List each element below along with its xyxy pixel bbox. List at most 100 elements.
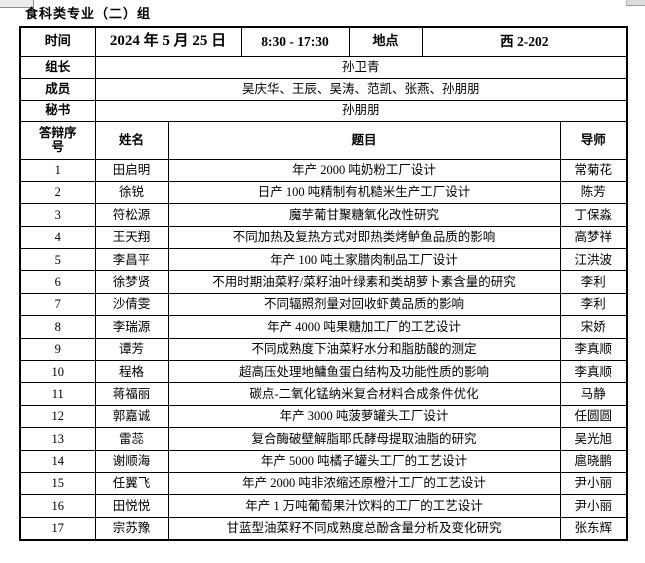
secretary-label: 秘书: [19, 99, 96, 122]
table-row: 6 徐梦贤 不用时期油菜籽/菜籽油叶绿素和类胡萝卜素含量的研究 李利: [19, 270, 628, 294]
serial-cell: 4: [19, 225, 96, 250]
advisor-cell: 陈芳: [559, 180, 628, 205]
serial-cell: 6: [19, 270, 96, 294]
topic-cell: 碳点-二氧化锰纳米复合材料合成条件优化: [167, 382, 561, 406]
topic-cell: 复合酶破壁解脂耶氏酵母提取油脂的研究: [167, 427, 561, 451]
advisor-cell: 李利: [559, 292, 628, 317]
table-row: 7 沙倩雯 不同辐照剂量对回收虾黄品质的影响 李利: [19, 292, 628, 317]
topic-cell: 年产 100 吨土家腊肉制品工厂设计: [167, 248, 561, 272]
student-name-cell: 宗苏豫: [94, 516, 169, 541]
table-row: 11 蒋福丽 碳点-二氧化锰纳米复合材料合成条件优化 马静: [19, 382, 628, 406]
student-name-cell: 王天翔: [94, 225, 169, 250]
student-name-cell: 蒋福丽: [94, 382, 169, 406]
serial-cell: 14: [19, 449, 96, 473]
serial-header-line2: 号: [51, 140, 64, 154]
student-name-cell: 徐锐: [94, 180, 169, 205]
advisor-cell: 丁保淼: [559, 203, 628, 227]
table-row: 15 任翼飞 年产 2000 吨非浓缩还原橙汁工厂的工艺设计 尹小丽: [19, 471, 628, 496]
table-row: 9 谭芳 不同成熟度下油菜籽水分和脂肪酸的测定 李真顺: [19, 337, 628, 362]
student-name-cell: 郭嘉诚: [94, 404, 169, 429]
topic-cell: 年产 4000 吨果糖加工厂的工艺设计: [167, 315, 561, 339]
serial-cell: 11: [19, 382, 96, 406]
serial-header: 答辩序 号: [19, 120, 96, 160]
advisor-cell: 李利: [559, 270, 628, 294]
time-place-row: 时间 2024 年 5 月 25 日 8:30 - 17:30 地点 西 2-2…: [19, 26, 628, 57]
serial-cell: 8: [19, 315, 96, 339]
serial-cell: 3: [19, 203, 96, 227]
topic-cell: 日产 100 吨精制有机糙米生产工厂设计: [167, 180, 561, 205]
advisor-cell: 尹小丽: [559, 494, 628, 518]
student-name-cell: 程格: [94, 360, 169, 384]
topic-cell: 甘蓝型油菜籽不同成熟度总酚含量分析及变化研究: [167, 516, 561, 541]
defense-schedule-table: 时间 2024 年 5 月 25 日 8:30 - 17:30 地点 西 2-2…: [19, 26, 629, 541]
time-range-value: 8:30 - 17:30: [240, 26, 350, 57]
advisor-cell: 吴光旭: [559, 427, 628, 451]
advisor-cell: 马静: [559, 382, 628, 406]
table-row: 12 郭嘉诚 年产 3000 吨菠萝罐头工厂设计 任圆圆: [19, 404, 628, 429]
topic-cell: 不用时期油菜籽/菜籽油叶绿素和类胡萝卜素含量的研究: [167, 270, 561, 294]
serial-cell: 13: [19, 427, 96, 451]
student-name-cell: 李昌平: [94, 248, 169, 272]
serial-cell: 7: [19, 292, 96, 317]
topic-cell: 年产 2000 吨非浓缩还原橙汁工厂的工艺设计: [167, 471, 561, 496]
student-name-cell: 李瑞源: [94, 315, 169, 339]
advisor-cell: 张东辉: [559, 516, 628, 541]
topic-cell: 魔芋葡甘聚糖氧化改性研究: [167, 203, 561, 227]
student-name-cell: 谭芳: [94, 337, 169, 362]
serial-cell: 2: [19, 180, 96, 205]
secretary-row: 秘书 孙朋朋: [19, 99, 628, 122]
advisor-cell: 宋娇: [559, 315, 628, 339]
topic-cell: 年产 1 万吨葡萄果汁饮料的工厂的工艺设计: [167, 494, 561, 518]
topic-cell: 超高压处理地鳙鱼蛋白结构及功能性质的影响: [167, 360, 561, 384]
topic-cell: 年产 2000 吨奶粉工厂设计: [167, 158, 561, 182]
serial-cell: 5: [19, 248, 96, 272]
leader-row: 组长 孙卫青: [19, 55, 628, 79]
serial-cell: 16: [19, 494, 96, 518]
student-name-cell: 符松源: [94, 203, 169, 227]
serial-cell: 17: [19, 516, 96, 541]
student-name-cell: 田启明: [94, 158, 169, 182]
name-header: 姓名: [94, 120, 169, 160]
serial-cell: 12: [19, 404, 96, 429]
window-edge-artifact-right: [626, 0, 645, 6]
topic-header: 题目: [167, 120, 561, 160]
advisor-header: 导师: [559, 120, 628, 160]
date-value: 2024 年 5 月 25 日: [94, 26, 242, 57]
secretary-value: 孙朋朋: [94, 99, 628, 122]
serial-cell: 10: [19, 360, 96, 384]
table-row: 3 符松源 魔芋葡甘聚糖氧化改性研究 丁保淼: [19, 203, 628, 227]
serial-cell: 9: [19, 337, 96, 362]
page-title: 食科类专业（二）组: [25, 6, 152, 21]
student-name-cell: 田悦悦: [94, 494, 169, 518]
table-row: 8 李瑞源 年产 4000 吨果糖加工厂的工艺设计 宋娇: [19, 315, 628, 339]
student-name-cell: 雷蕊: [94, 427, 169, 451]
table-row: 2 徐锐 日产 100 吨精制有机糙米生产工厂设计 陈芳: [19, 180, 628, 205]
topic-cell: 年产 5000 吨橘子罐头工厂的工艺设计: [167, 449, 561, 473]
defense-rows: 1 田启明 年产 2000 吨奶粉工厂设计 常菊花 2 徐锐 日产 100 吨精…: [19, 158, 628, 541]
time-label: 时间: [19, 26, 96, 57]
student-name-cell: 任翼飞: [94, 471, 169, 496]
advisor-cell: 高梦祥: [559, 225, 628, 250]
members-label: 成员: [19, 77, 96, 101]
place-value: 西 2-202: [421, 26, 628, 57]
student-name-cell: 沙倩雯: [94, 292, 169, 317]
topic-cell: 不同成熟度下油菜籽水分和脂肪酸的测定: [167, 337, 561, 362]
leader-value: 孙卫青: [94, 55, 628, 79]
members-row: 成员 吴庆华、王辰、吴涛、范凯、张燕、孙朋朋: [19, 77, 628, 101]
serial-header-line1: 答辩序: [38, 125, 77, 140]
table-row: 1 田启明 年产 2000 吨奶粉工厂设计 常菊花: [19, 158, 628, 182]
place-label: 地点: [348, 26, 423, 57]
table-row: 14 谢顺海 年产 5000 吨橘子罐头工厂的工艺设计 扈晓鹏: [19, 449, 628, 473]
table-row: 17 宗苏豫 甘蓝型油菜籽不同成熟度总酚含量分析及变化研究 张东辉: [19, 516, 628, 541]
serial-cell: 1: [19, 158, 96, 182]
table-row: 16 田悦悦 年产 1 万吨葡萄果汁饮料的工厂的工艺设计 尹小丽: [19, 494, 628, 518]
student-name-cell: 谢顺海: [94, 449, 169, 473]
window-edge-artifact-left: [0, 0, 34, 8]
topic-cell: 年产 3000 吨菠萝罐头工厂设计: [167, 404, 561, 429]
table-row: 4 王天翔 不同加热及复热方式对即热类烤鲈鱼品质的影响 高梦祥: [19, 225, 628, 250]
table-row: 5 李昌平 年产 100 吨土家腊肉制品工厂设计 江洪波: [19, 248, 628, 272]
advisor-cell: 任圆圆: [559, 404, 628, 429]
table-row: 10 程格 超高压处理地鳙鱼蛋白结构及功能性质的影响 李真顺: [19, 360, 628, 384]
serial-cell: 15: [19, 471, 96, 496]
column-header-row: 答辩序 号 姓名 题目 导师: [19, 120, 628, 160]
